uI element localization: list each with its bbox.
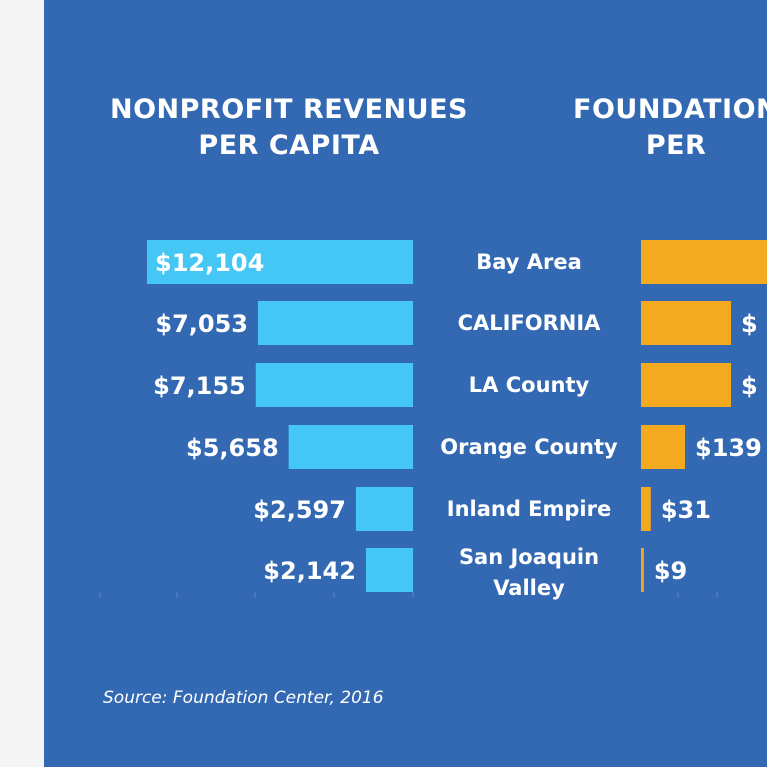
category-label: CALIFORNIA	[458, 311, 602, 335]
right-value-label: $31	[661, 496, 711, 524]
left-bar	[355, 487, 413, 531]
right-bar	[641, 301, 731, 345]
right-value-label: $	[741, 310, 758, 338]
right-title-line-2: PER	[645, 130, 707, 161]
right-bar	[641, 363, 731, 407]
left-title-line-2: PER CAPITA	[198, 130, 380, 161]
category-label: Valley	[493, 576, 565, 600]
right-bar	[641, 240, 767, 284]
right-chart-title: FOUNDATION PER	[573, 92, 767, 164]
left-title-line-1: NONPROFIT REVENUES	[110, 94, 468, 125]
right-bar	[641, 487, 651, 531]
right-bar	[641, 548, 644, 592]
left-value-label: $12,104	[155, 249, 264, 277]
category-label: Bay Area	[476, 250, 582, 274]
right-value-label: $9	[654, 557, 687, 585]
right-value-label: $139	[695, 434, 762, 462]
right-title-line-1: FOUNDATION	[573, 94, 767, 125]
left-bar	[258, 301, 413, 345]
source-note: Source: Foundation Center, 2016	[103, 688, 384, 708]
left-value-label: $2,597	[253, 496, 346, 524]
right-value-label: $	[741, 372, 758, 400]
category-label: Orange County	[440, 435, 618, 459]
left-chart-title: NONPROFIT REVENUES PER CAPITA	[108, 92, 470, 164]
left-value-label: $7,155	[153, 372, 246, 400]
left-value-label: $7,053	[155, 310, 248, 338]
left-bar	[288, 425, 413, 469]
infographic-panel: NONPROFIT REVENUES PER CAPITA FOUNDATION…	[44, 0, 767, 767]
left-bar	[255, 363, 413, 407]
left-bar	[365, 548, 413, 592]
category-label: LA County	[469, 373, 590, 397]
left-value-label: $2,142	[263, 557, 356, 585]
right-bar	[641, 425, 685, 469]
bar-charts: $12,104 $7,053 $7,155 $5,658 $2,597 $2,142 Bay…	[99, 240, 767, 600]
left-value-label: $5,658	[186, 434, 279, 462]
category-label: Inland Empire	[447, 497, 611, 521]
left-bar	[147, 240, 413, 284]
category-label: San Joaquin	[459, 545, 599, 569]
